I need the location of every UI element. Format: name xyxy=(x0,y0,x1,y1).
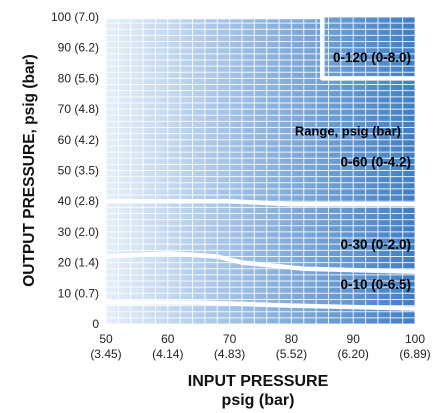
y-tick-label: 100 (7.0) xyxy=(51,10,99,24)
range-boundaries xyxy=(105,14,416,311)
x-tick-label: 50 xyxy=(99,332,113,346)
y-tick-label: 60 (4.2) xyxy=(58,133,99,147)
y-tick-label: 70 (4.8) xyxy=(58,102,99,116)
x-tick-sublabel: (4.14) xyxy=(152,347,183,361)
x-axis-ticks: 50(3.45) 60(4.14) 70(4.83) 80(5.52) 90(6.20)… xyxy=(90,332,430,361)
y-tick-label: 50 (3.5) xyxy=(58,164,99,178)
range-boundary-line xyxy=(106,198,415,207)
range-boundary-line xyxy=(105,251,416,275)
x-tick-sublabel: (4.83) xyxy=(214,347,245,361)
x-tick-label: 70 xyxy=(223,332,237,346)
x-tick-label: 90 xyxy=(347,332,361,346)
x-axis-title: INPUT PRESSURE xyxy=(188,373,329,390)
y-tick-label: 10 (0.7) xyxy=(58,286,99,300)
x-tick-label: 80 xyxy=(285,332,299,346)
range-labels: 0-120 (0-8.0) 0-60 (0-4.2) 0-30 (0-2.0) 0-1… xyxy=(333,50,411,292)
x-tick-label: 100 xyxy=(405,332,425,346)
y-tick-label: 90 (6.2) xyxy=(58,41,99,55)
y-tick-label: 20 (1.4) xyxy=(58,256,99,270)
x-tick-label: 60 xyxy=(161,332,175,346)
x-tick-sublabel: (5.52) xyxy=(276,347,307,361)
y-tick-label: 30 (2.0) xyxy=(58,225,99,239)
y-tick-label: 80 (5.6) xyxy=(58,71,99,85)
y-axis-ticks: 0 10 (0.7) 20 (1.4) 30 (2.0) 40 (2.8) 50 (3.5… xyxy=(51,10,99,331)
y-tick-label: 0 xyxy=(92,317,99,331)
range-label: 0-120 (0-8.0) xyxy=(333,50,411,65)
y-tick-label: 40 (2.8) xyxy=(58,194,99,208)
range-boundary-line xyxy=(106,14,415,81)
legend-title: Range, psig (bar) xyxy=(295,124,401,139)
x-tick-sublabel: (6.20) xyxy=(338,347,369,361)
x-tick-sublabel: (3.45) xyxy=(90,347,121,361)
x-tick-sublabel: (6.89) xyxy=(399,347,430,361)
range-label: 0-30 (0-2.0) xyxy=(340,237,411,252)
x-axis-units: psig (bar) xyxy=(222,392,295,409)
range-boundary-line xyxy=(106,300,416,311)
range-label: 0-10 (0-6.5) xyxy=(340,277,411,292)
y-axis-title: OUTPUT PRESSURE, psig (bar) xyxy=(21,54,38,287)
range-label: 0-60 (0-4.2) xyxy=(340,154,411,169)
